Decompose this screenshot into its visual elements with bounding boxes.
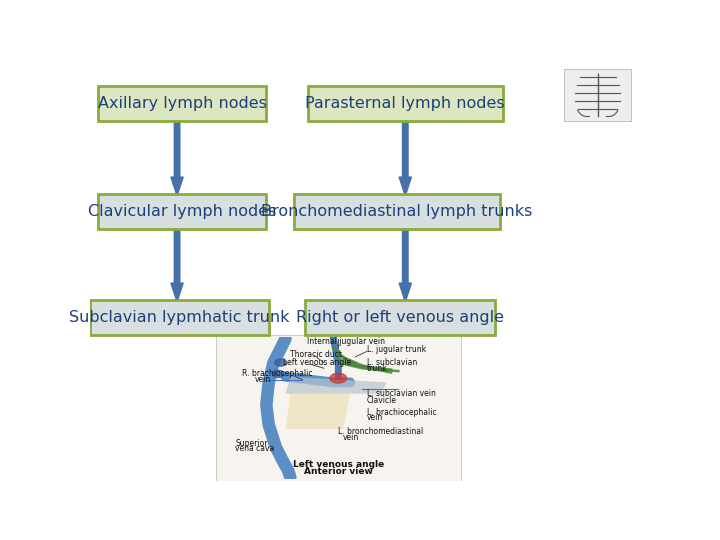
Text: Axillary lymph nodes: Axillary lymph nodes <box>98 96 266 111</box>
FancyBboxPatch shape <box>90 300 269 335</box>
FancyBboxPatch shape <box>215 335 461 481</box>
FancyBboxPatch shape <box>307 85 503 121</box>
Text: Bronchomediastinal lymph trunks: Bronchomediastinal lymph trunks <box>261 204 533 219</box>
FancyBboxPatch shape <box>99 85 266 121</box>
Text: Parasternal lymph nodes: Parasternal lymph nodes <box>305 96 505 111</box>
FancyBboxPatch shape <box>564 69 631 121</box>
FancyArrow shape <box>171 227 183 302</box>
FancyArrow shape <box>171 119 183 196</box>
FancyArrow shape <box>399 119 411 196</box>
FancyBboxPatch shape <box>294 194 500 229</box>
Text: Clavicular lymph nodes: Clavicular lymph nodes <box>88 204 276 219</box>
FancyArrow shape <box>399 227 411 302</box>
FancyBboxPatch shape <box>99 194 266 229</box>
FancyBboxPatch shape <box>305 300 495 335</box>
Text: Right or left venous angle: Right or left venous angle <box>296 310 504 325</box>
Text: Subclavian lypmhatic trunk: Subclavian lypmhatic trunk <box>69 310 289 325</box>
